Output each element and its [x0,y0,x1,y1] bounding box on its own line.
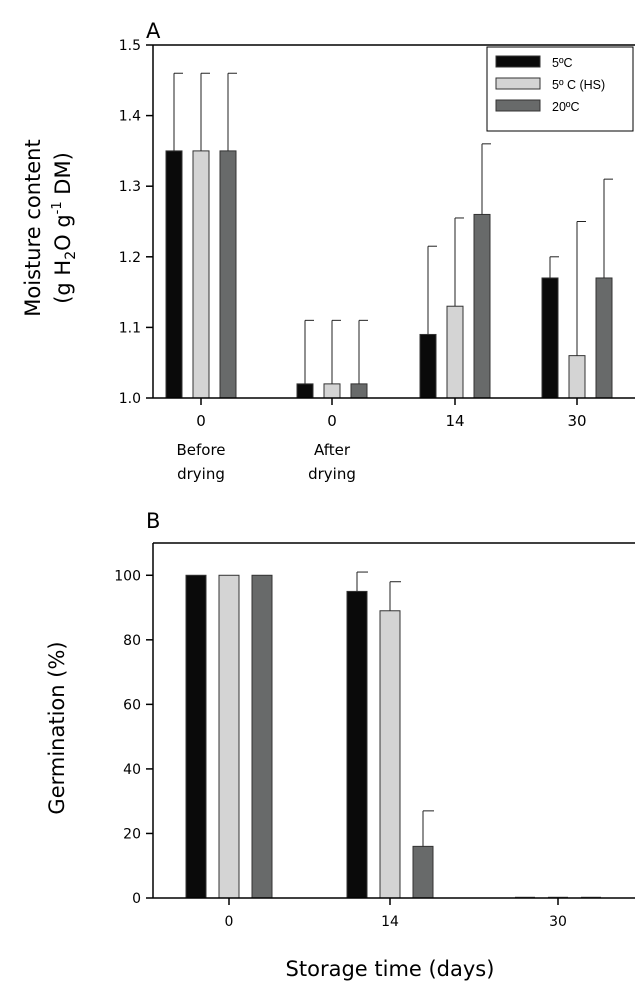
bar-5C [419,333,437,399]
y-axis-title-line1: Moisture content [21,139,45,316]
y-tick-label: 1.0 [119,391,141,407]
x-tick-label: 0 [327,412,337,430]
bar-5C_HS [218,574,240,899]
panel-b: B 0 20 40 60 80 100 0 14 30 Germination (%) Stor… [45,509,635,981]
x-tick-label: 0 [225,914,234,930]
panel-a-label: A [146,19,161,43]
y-axis-title-sup: -1 [50,201,65,214]
x-tick-label: 30 [549,914,567,930]
x-tick-label: 0 [196,412,206,430]
bar-5C [346,590,368,899]
x-tick-label: 14 [381,914,399,930]
y-tick-label: 1.5 [119,38,141,54]
x-tick-sublabel: drying [177,465,225,483]
y-tick-label: 1.2 [119,250,141,266]
bar-5C_HS [446,305,464,399]
legend: 5ºC 5º C (HS) 20ºC [486,46,634,132]
x-axis-title: Storage time (days) [286,957,495,981]
bar-5C [541,277,559,399]
legend-swatch-20C [495,99,541,112]
bar-5C_HS [323,383,341,399]
bar-20C [219,150,237,399]
y-tick-label: 80 [123,633,141,649]
legend-swatch-5C [495,55,541,68]
x-tick-label: 30 [567,412,586,430]
y-axis-title-mid: O g [51,214,75,251]
y-tick-label: 0 [132,891,141,907]
y-axis-title: Germination (%) [45,641,69,814]
bar-5C [296,383,314,399]
bar-5C_HS [379,610,401,899]
legend-swatch-5C_HS [495,77,541,90]
x-tick-sublabel: After [314,441,351,459]
bar-5C_HS [192,150,210,399]
y-axis-title-pre: (g H [51,260,75,304]
y-axis-title-post: DM) [51,152,75,201]
x-tick-label: 14 [445,412,464,430]
panel-b-label: B [146,509,160,533]
bar-20C [251,574,273,899]
y-tick-label: 1.4 [119,109,141,125]
bar-5C_HS [568,355,586,399]
y-tick-label: 100 [114,568,141,584]
legend-label: 5º C (HS) [552,78,605,92]
x-tick-sublabel: Before [176,441,225,459]
legend-label: 20ºC [552,100,580,114]
y-tick-label: 1.3 [119,179,141,195]
bar-5C [185,574,207,899]
bar-20C [350,383,368,399]
y-tick-label: 40 [123,762,141,778]
legend-label: 5ºC [552,56,573,70]
x-tick-sublabel: drying [308,465,356,483]
y-axis-title-sub: 2 [63,251,79,260]
panel-a: A 1.0 1.1 1.2 1.3 1.4 1.5 0 Before drying 0 After d… [21,19,635,483]
bar-20C [473,213,491,399]
y-axis-title-line2: (g H2O g-1 DM) [50,152,79,304]
bar-20C [412,845,434,899]
y-tick-label: 1.1 [119,320,141,336]
y-tick-label: 20 [123,826,141,842]
y-tick-label: 60 [123,697,141,713]
bar-20C [595,277,613,399]
bar-5C [165,150,183,399]
